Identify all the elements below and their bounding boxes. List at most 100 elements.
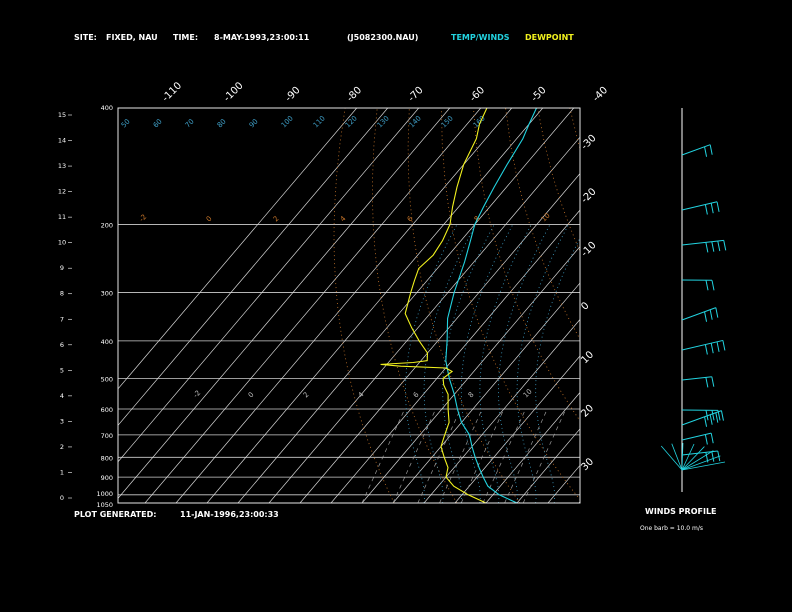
isotherm-line: [118, 108, 389, 426]
top-temp-label: -40: [591, 85, 610, 104]
dry-adiabat: [333, 108, 395, 503]
isotherm-line: [206, 108, 544, 503]
time-label: TIME:: [173, 33, 198, 42]
dry-adiabat: [634, 108, 792, 503]
wind-barb-surface: [671, 443, 683, 471]
pressure-tick-label: 600: [101, 406, 113, 414]
height-tick-label: 6: [60, 341, 64, 349]
right-temp-label: 0: [579, 300, 591, 312]
isotherm-line: [118, 108, 358, 390]
series-layer: [380, 108, 537, 503]
wind-barb-surface: [660, 445, 683, 471]
mixing-ratio-label: 10: [522, 387, 534, 399]
height-tick-label: 2: [60, 443, 64, 451]
top-temp-label: -110: [160, 80, 184, 104]
wind-barb-flag: [704, 344, 708, 355]
isotherm-line: [516, 428, 580, 503]
theta-label: 110: [312, 114, 327, 129]
mixing-ratio-line: [504, 408, 548, 503]
mixing-ratio-line: [392, 408, 437, 503]
theta-label: 50: [120, 117, 132, 129]
height-tick-label: 7: [60, 315, 64, 323]
dry-adiabat: [473, 108, 580, 422]
winds-profile: [660, 108, 727, 492]
wind-barb-staff: [681, 144, 711, 156]
right-temp-label: -20: [579, 186, 598, 205]
wind-barb-flag: [720, 410, 724, 421]
height-tick-label: 0: [60, 494, 64, 502]
time-value: 8-MAY-1993,23:00:11: [214, 33, 310, 42]
top-temp-label: -100: [222, 80, 246, 104]
legend-dewpoint: DEWPOINT: [525, 33, 574, 42]
moist-adiabat: [405, 224, 458, 503]
height-tick-label: 5: [60, 366, 64, 374]
mixing-ratio-line: [522, 408, 567, 503]
wind-barb-flag: [704, 434, 708, 445]
mixing-ratio-label: 0: [247, 391, 256, 400]
wind-barb-flag: [710, 433, 714, 444]
barb-note: One barb = 10.0 m/s: [640, 525, 703, 532]
isotherm-line: [454, 355, 580, 503]
isotherm-line: [361, 245, 580, 503]
plot-frame: [117, 107, 581, 504]
top-temp-label: -80: [345, 85, 364, 104]
top-temp-label: -60: [468, 85, 487, 104]
top-temp-label: -90: [283, 85, 302, 104]
dry-adiabat: [569, 108, 580, 150]
theta-label: 100: [280, 114, 295, 129]
moist-adiabat: [498, 224, 551, 503]
height-tick-label: 10: [58, 239, 66, 247]
dry-adiabat: [372, 108, 458, 503]
pressure-tick-label: 500: [101, 375, 113, 383]
wind-barb-flag: [709, 144, 713, 155]
wind-barb-flag: [710, 343, 714, 354]
theta-label: 130: [376, 114, 391, 129]
grid-layer: [118, 108, 792, 503]
isotherm-line: [485, 391, 580, 503]
right-temp-label: 10: [579, 349, 596, 366]
dry-adiabat: [407, 108, 521, 503]
wind-barb-flag: [715, 307, 719, 318]
height-tick-label: 14: [58, 137, 66, 145]
theta-label: 60: [152, 117, 164, 129]
theta-label: 80: [216, 117, 228, 129]
dry-adiabat: [666, 108, 792, 503]
wind-barb-flag: [711, 280, 715, 291]
isotherm-line: [641, 108, 792, 503]
dry-adiabat: [698, 108, 792, 503]
pressure-tick-label: 1000: [96, 490, 113, 498]
wind-barb-staff: [681, 410, 722, 426]
moist-adiabat: [535, 237, 580, 503]
wind-barb-flag: [722, 340, 726, 351]
right-temp-label: 30: [579, 456, 596, 473]
dewpoint-series-line: [380, 108, 488, 503]
mixing-ratio-line: [361, 408, 406, 503]
mixing-ratio-label: 4: [357, 390, 366, 399]
temperature-series-line: [445, 108, 537, 503]
dry-adiabat: [537, 108, 580, 253]
pressure-tick-label: 1050: [96, 501, 113, 509]
wind-barb-surface: [681, 443, 695, 471]
theta-label: 140: [408, 114, 423, 129]
top-temp-label: -70: [406, 85, 425, 104]
adiabat-label: 6: [406, 214, 415, 223]
isotherm-line: [118, 108, 451, 499]
wind-barb-flag: [716, 341, 720, 352]
isotherm-line: [423, 318, 580, 503]
wind-barb-surface: [681, 455, 721, 471]
top-temp-label: -50: [529, 85, 548, 104]
wind-barb-flag: [711, 410, 715, 421]
height-tick-label: 12: [58, 188, 66, 196]
wind-barb-flag: [705, 280, 709, 291]
wind-barb-flag: [711, 376, 715, 387]
mixing-ratio-line: [460, 408, 505, 503]
pressure-tick-label: 400: [101, 338, 113, 346]
isotherm-line: [392, 282, 580, 503]
wind-barb-flag: [709, 309, 713, 320]
adiabat-label: 0: [205, 215, 214, 224]
moist-adiabat: [479, 224, 532, 503]
wind-barb-staff: [681, 376, 712, 381]
wind-barb-staff: [681, 339, 724, 351]
adiabat-label: 2: [272, 215, 281, 224]
